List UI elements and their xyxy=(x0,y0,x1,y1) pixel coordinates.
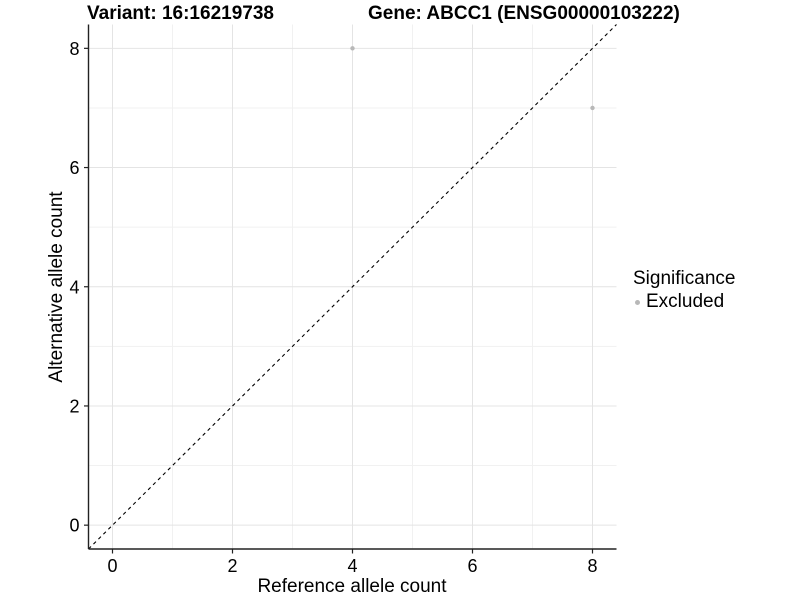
axis-tick-marks xyxy=(84,47,594,554)
x-tick-label: 6 xyxy=(467,556,477,576)
gene-title: Gene: ABCC1 (ENSG00000103222) xyxy=(368,3,680,24)
axis-tick-labels: 0 2 4 6 8 0 2 4 6 8 xyxy=(69,39,597,576)
x-tick-label: 4 xyxy=(347,556,357,576)
legend-item-excluded: Excluded xyxy=(628,291,788,313)
scatter-point xyxy=(590,105,595,111)
legend-item-label: Excluded xyxy=(646,291,725,312)
excluded-point-icon xyxy=(634,299,640,305)
x-tick-label: 2 xyxy=(227,556,237,576)
legend-title: Significance xyxy=(633,268,736,289)
x-axis-title: Reference allele count xyxy=(257,576,447,597)
identity-line xyxy=(88,24,617,550)
y-tick-label: 0 xyxy=(69,516,79,536)
variant-title: Variant: 16:16219738 xyxy=(87,3,274,24)
x-tick-label: 0 xyxy=(107,556,117,576)
identity-dashed-line xyxy=(88,24,617,550)
x-tick-label: 8 xyxy=(587,556,597,576)
scatter-point xyxy=(350,46,355,51)
y-tick-label: 8 xyxy=(69,39,79,59)
data-points xyxy=(350,46,595,111)
y-tick-label: 2 xyxy=(69,396,79,416)
y-axis-title: Alternative allele count xyxy=(46,191,67,383)
legend-key xyxy=(628,299,646,305)
y-tick-label: 4 xyxy=(69,277,79,297)
legend: Significance Excluded xyxy=(628,268,788,313)
y-tick-label: 6 xyxy=(69,158,79,178)
